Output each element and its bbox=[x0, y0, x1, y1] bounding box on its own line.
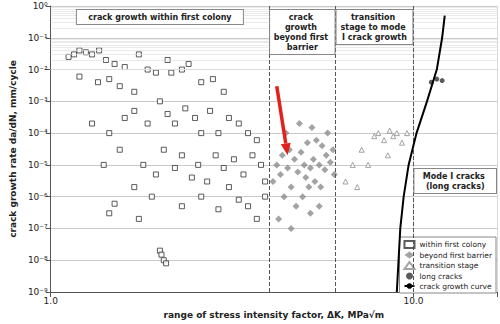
svg-text:10⁻⁸: 10⁻⁸ bbox=[28, 255, 48, 265]
svg-text:I crack growth: I crack growth bbox=[342, 33, 407, 42]
svg-text:transition: transition bbox=[351, 13, 398, 22]
svg-text:10⁻⁶: 10⁻⁶ bbox=[28, 192, 48, 202]
svg-text:10⁻⁹: 10⁻⁹ bbox=[27, 287, 48, 297]
svg-text:barrier: barrier bbox=[287, 43, 318, 52]
svg-text:crack: crack bbox=[289, 13, 316, 22]
svg-text:10.0: 10.0 bbox=[403, 296, 423, 306]
svg-text:10⁻⁴: 10⁻⁴ bbox=[28, 128, 48, 138]
svg-text:crack growth rate da/dN, mm/cy: crack growth rate da/dN, mm/cycle bbox=[8, 60, 18, 238]
svg-text:crack growth curve: crack growth curve bbox=[419, 282, 492, 291]
svg-text:within first colony: within first colony bbox=[419, 240, 486, 249]
svg-text:transition stage: transition stage bbox=[419, 261, 478, 270]
svg-text:beyond first barrier: beyond first barrier bbox=[419, 251, 492, 260]
svg-text:range of stress intensity fact: range of stress intensity factor, ΔK, MP… bbox=[164, 310, 385, 320]
svg-text:10⁻³: 10⁻³ bbox=[28, 96, 48, 106]
svg-text:10⁰: 10⁰ bbox=[33, 1, 48, 11]
svg-text:10⁻²: 10⁻² bbox=[28, 65, 48, 75]
svg-text:(long cracks): (long cracks) bbox=[426, 182, 485, 191]
svg-text:long cracks: long cracks bbox=[419, 272, 462, 281]
svg-text:10⁻⁵: 10⁻⁵ bbox=[28, 160, 48, 170]
svg-text:crack growth within first colo: crack growth within first colony bbox=[88, 13, 232, 22]
svg-text:beyond first: beyond first bbox=[274, 33, 331, 42]
svg-text:10⁻¹: 10⁻¹ bbox=[28, 33, 48, 43]
svg-text:10⁻⁷: 10⁻⁷ bbox=[28, 223, 48, 233]
svg-text:Mode I cracks: Mode I cracks bbox=[423, 172, 488, 181]
svg-text:growth: growth bbox=[285, 23, 320, 32]
svg-text:stage to mode: stage to mode bbox=[341, 23, 409, 32]
svg-text:1.0: 1.0 bbox=[44, 296, 59, 306]
